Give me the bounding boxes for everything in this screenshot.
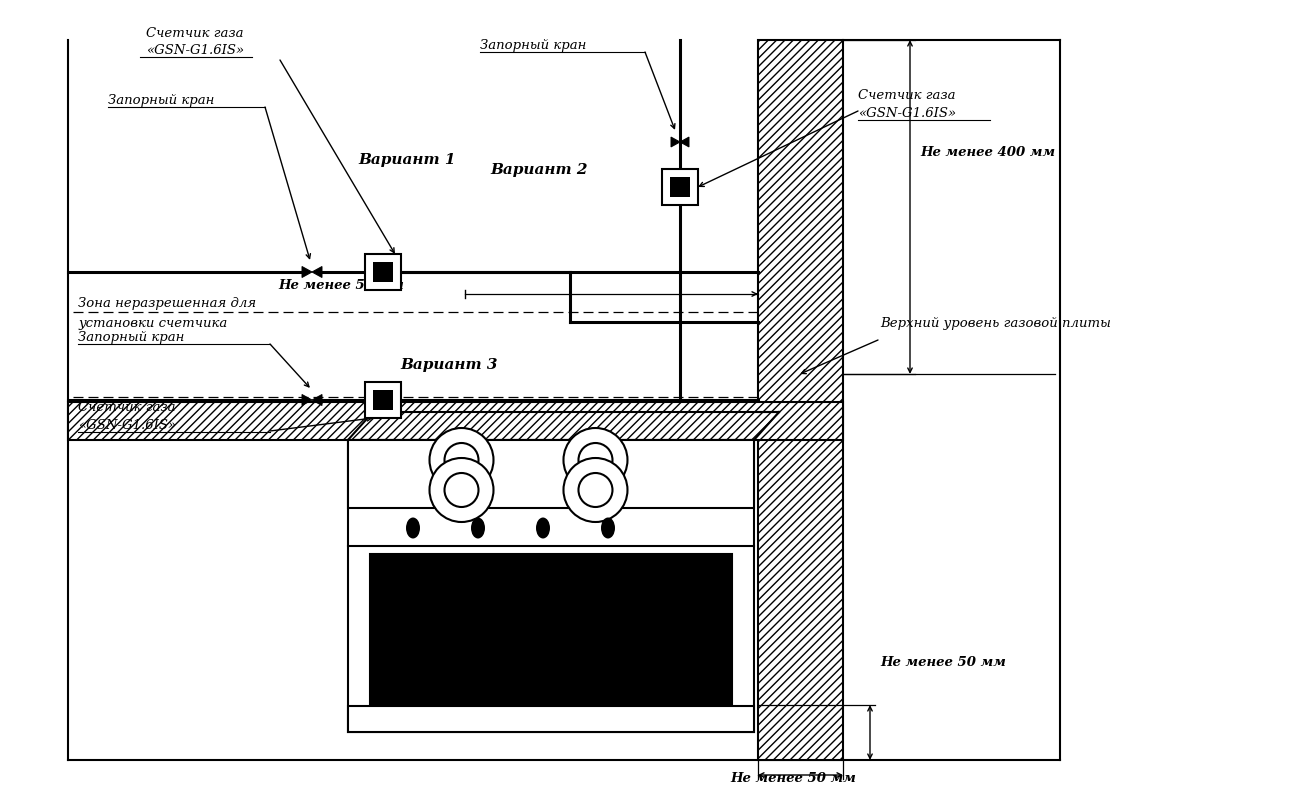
Bar [373,262,393,282]
Text: «GSN-G1.6IS»: «GSN-G1.6IS» [146,44,244,57]
Polygon shape [311,395,322,406]
Bar [348,440,755,508]
Circle shape [444,443,478,477]
Text: «GSN-G1.6IS»: «GSN-G1.6IS» [78,419,176,432]
Text: «GSN-G1.6IS»: «GSN-G1.6IS» [858,107,956,120]
Bar [373,390,393,410]
Text: Счетчик газа: Счетчик газа [858,89,956,102]
Text: Запорный кран: Запорный кран [109,94,214,107]
Ellipse shape [406,517,420,538]
Bar [366,254,401,290]
Bar [758,40,842,760]
Text: Вариант 3: Вариант 3 [401,358,497,372]
Ellipse shape [472,517,484,538]
Text: Зона неразрешенная для
установки счетчика: Зона неразрешенная для установки счетчик… [78,297,256,330]
Text: Запорный кран: Запорный кран [78,331,185,344]
Text: Вариант 1: Вариант 1 [358,153,456,167]
Circle shape [563,458,628,522]
Bar [68,402,842,440]
Text: Верхний уровень газовой плиты: Верхний уровень газовой плиты [880,318,1111,330]
Text: Вариант 2: Вариант 2 [490,163,588,177]
Text: Запорный кран: Запорный кран [481,39,587,52]
Bar [366,382,401,418]
Polygon shape [671,137,680,147]
Text: Не менее 50 мм: Не менее 50 мм [880,655,1006,669]
Text: Счетчик газа: Счетчик газа [146,27,244,40]
Bar [662,169,698,205]
Circle shape [563,428,628,492]
Circle shape [429,458,494,522]
Text: Не менее 50 мм: Не менее 50 мм [278,279,404,292]
Text: Счетчик газа: Счетчик газа [78,401,176,414]
Text: Не менее 50 мм: Не менее 50 мм [730,772,855,784]
Circle shape [429,428,494,492]
Polygon shape [680,137,689,147]
Bar [671,177,690,197]
Circle shape [444,473,478,507]
Circle shape [579,473,612,507]
Polygon shape [302,395,311,406]
Polygon shape [311,266,322,277]
Polygon shape [302,266,311,277]
Text: Не менее 400 мм: Не менее 400 мм [920,145,1056,159]
Circle shape [579,443,612,477]
Bar [348,440,755,732]
Bar [370,554,733,706]
Ellipse shape [601,517,615,538]
Bar [348,706,755,732]
Ellipse shape [536,517,550,538]
